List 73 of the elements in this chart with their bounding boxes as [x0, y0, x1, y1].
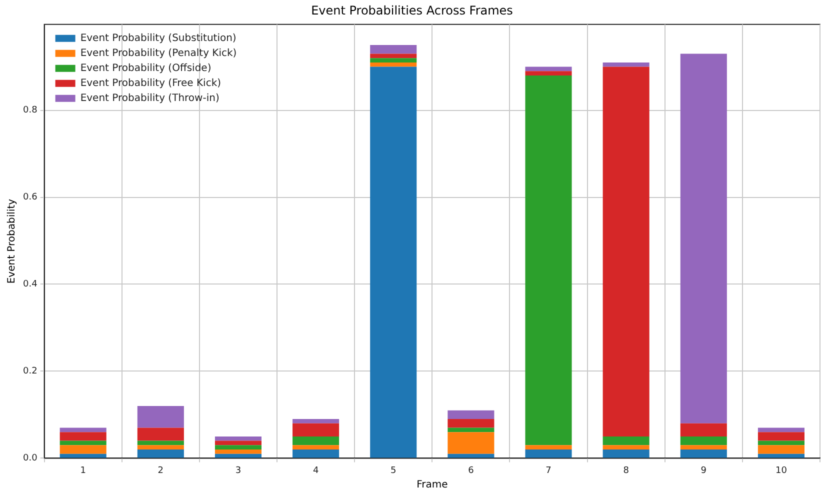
bar	[448, 432, 494, 454]
y-tick-label: 0.2	[22, 366, 38, 377]
bar	[758, 454, 804, 458]
bar	[214, 436, 262, 441]
bar	[370, 58, 417, 62]
bar	[758, 440, 804, 446]
bar	[214, 440, 262, 446]
legend-label: Event Probability (Penalty Kick)	[80, 48, 237, 59]
bar	[60, 445, 106, 454]
bar	[525, 66, 572, 72]
x-tick-label: 2	[158, 466, 164, 476]
bar	[370, 62, 417, 67]
y-tick-label: 0.0	[22, 454, 38, 464]
bar	[214, 454, 262, 458]
bar	[448, 454, 494, 458]
legend-label: Event Probability (Substitution)	[80, 32, 236, 44]
bar	[758, 432, 804, 441]
bar	[525, 76, 572, 446]
bar	[680, 436, 727, 446]
bar	[525, 450, 572, 458]
bar	[137, 440, 184, 446]
bar	[60, 428, 106, 432]
y-axis-title: Event Probability	[6, 198, 18, 284]
bar	[292, 445, 340, 450]
y-tick-label: 0.4	[22, 280, 38, 290]
bar	[448, 410, 494, 420]
bar	[448, 419, 494, 428]
bar	[370, 54, 417, 58]
bar	[370, 45, 417, 54]
bar	[60, 440, 106, 446]
bar	[758, 428, 804, 432]
bar	[137, 445, 184, 450]
bar	[292, 450, 340, 458]
bar	[60, 454, 106, 458]
bar	[525, 71, 572, 76]
x-tick-label: 5	[390, 466, 396, 476]
chart-title: Event Probabilities Across Frames	[311, 3, 513, 18]
legend-label: Event Probability (Free Kick)	[80, 78, 222, 89]
bar	[680, 423, 727, 436]
bar	[137, 406, 184, 428]
bar	[448, 428, 494, 432]
bar	[525, 445, 572, 450]
x-tick-label: 4	[312, 466, 319, 476]
bar	[680, 450, 727, 458]
bar	[214, 445, 262, 450]
x-tick-label: 6	[468, 466, 474, 476]
bar	[214, 450, 262, 454]
bar	[602, 62, 650, 67]
bar	[758, 445, 804, 454]
bar	[602, 66, 650, 436]
legend-label: Event Probability (Offside)	[80, 62, 212, 74]
bar	[292, 423, 340, 436]
legend-label: Event Probability (Throw-in)	[80, 92, 220, 104]
x-tick-label: 10	[775, 466, 788, 476]
x-tick-label: 1	[80, 466, 86, 476]
bar	[370, 66, 417, 458]
y-tick-label: 0.8	[22, 106, 38, 116]
bar	[137, 428, 184, 441]
x-tick-label: 8	[623, 466, 630, 476]
x-tick-label: 9	[700, 466, 707, 476]
bar	[602, 445, 650, 450]
bar	[60, 432, 106, 441]
x-tick-label: 3	[235, 466, 242, 476]
bar	[292, 436, 340, 446]
x-axis-title: Frame	[416, 480, 448, 491]
bar	[292, 419, 340, 424]
x-tick-label: 7	[546, 466, 552, 476]
y-tick-label: 0.6	[22, 192, 38, 203]
bar	[680, 54, 727, 424]
bar	[602, 436, 650, 446]
bar	[602, 450, 650, 458]
bar	[137, 450, 184, 458]
bar	[680, 445, 727, 450]
